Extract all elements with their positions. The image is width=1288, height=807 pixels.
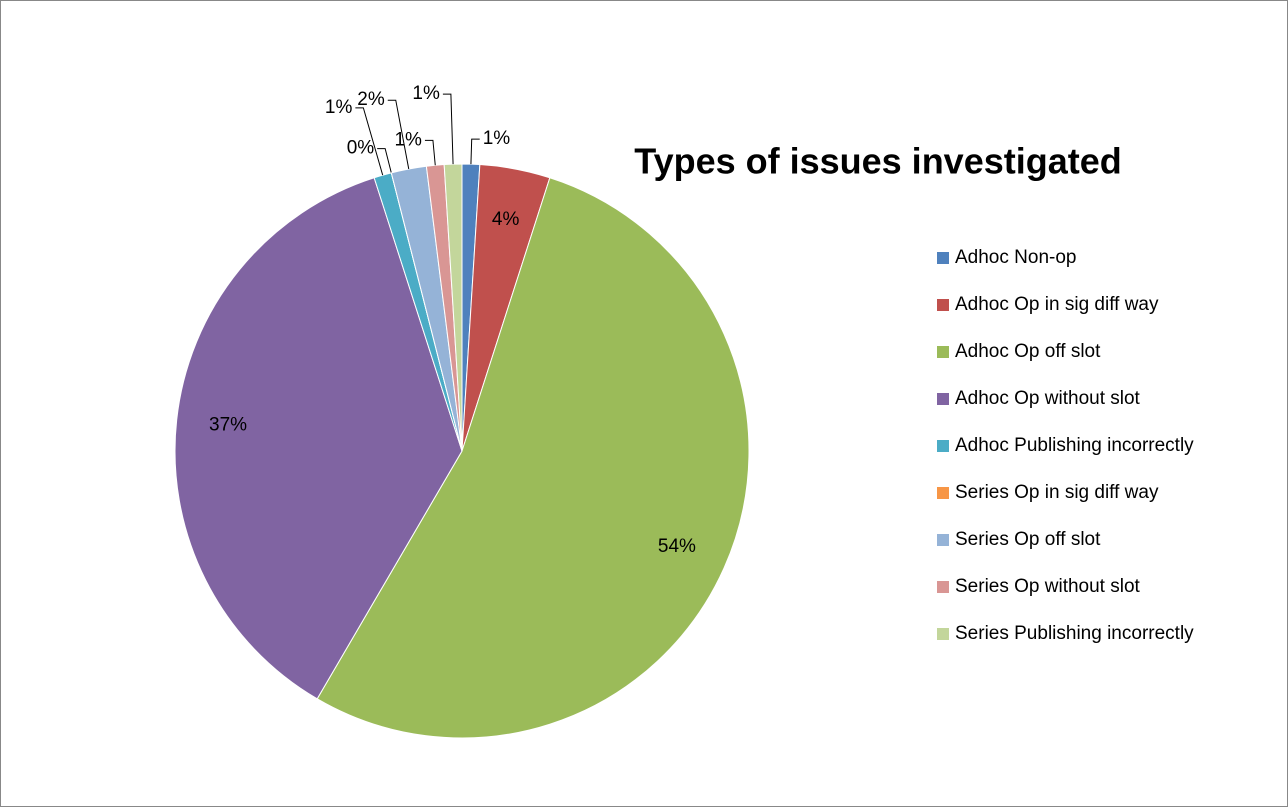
legend-label: Series Op in sig diff way (955, 482, 1159, 503)
pie-slice (316, 177, 750, 739)
legend-swatch (937, 628, 949, 640)
leader-line (355, 107, 384, 176)
legend-swatch (937, 487, 949, 499)
legend-swatch (937, 440, 949, 452)
legend-label: Series Op without slot (955, 576, 1141, 597)
legend-swatch (937, 346, 949, 358)
legend-swatch (937, 252, 949, 264)
leader-line (442, 93, 454, 165)
data-label: 1% (412, 83, 440, 104)
data-label: 2% (357, 89, 385, 110)
leader-line (424, 139, 436, 166)
legend-swatch (937, 534, 949, 546)
legend-label: Series Publishing incorrectly (955, 623, 1194, 644)
legend-swatch (937, 393, 949, 405)
data-label: 1% (483, 128, 511, 149)
legend-label: Adhoc Op without slot (955, 388, 1141, 409)
data-label: 4% (492, 209, 520, 230)
legend-label: Adhoc Publishing incorrectly (955, 435, 1194, 456)
legend-swatch (937, 581, 949, 593)
data-label: 0% (347, 138, 375, 159)
legend-label: Adhoc Op in sig diff way (955, 294, 1159, 315)
data-label: 37% (209, 414, 247, 435)
leader-line (387, 99, 410, 170)
leader-line (470, 138, 480, 165)
chart-title: Types of issues investigated (634, 141, 1122, 182)
legend-label: Adhoc Op off slot (955, 341, 1101, 362)
legend-label: Adhoc Non-op (955, 247, 1076, 268)
data-label: 54% (658, 536, 696, 557)
legend-swatch (937, 299, 949, 311)
leader-line (377, 148, 392, 173)
data-label: 1% (325, 97, 353, 118)
legend-label: Series Op off slot (955, 529, 1101, 550)
pie-slice (174, 177, 463, 700)
data-label: 1% (394, 129, 422, 150)
